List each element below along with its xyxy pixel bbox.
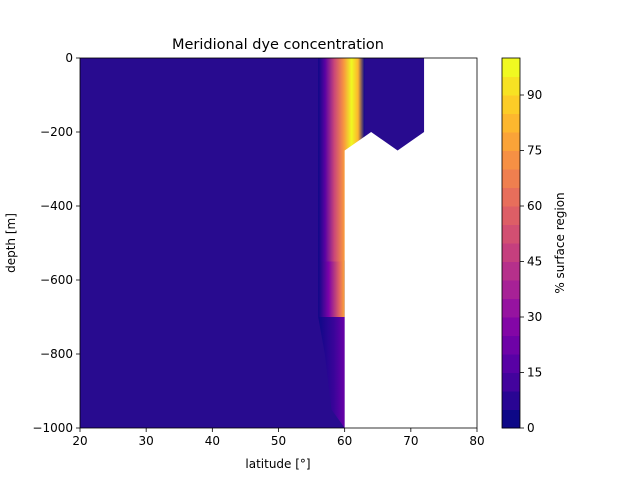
colorbar-level: [502, 58, 520, 77]
x-axis: 20 30 40 50 60 70 80: [72, 428, 485, 448]
dye-band-middle: [318, 261, 345, 317]
dye-band-deep: [318, 317, 345, 428]
y-tick-label: −200: [40, 125, 73, 139]
chart-title: Meridional dye concentration: [172, 37, 384, 53]
x-tick-label: 30: [139, 434, 154, 448]
x-tick-label: 20: [72, 434, 87, 448]
colorbar-level: [502, 206, 520, 225]
colorbar-tick-label: 15: [527, 366, 542, 380]
colorbar-tick-label: 0: [527, 421, 535, 435]
plot-area: [80, 58, 477, 428]
colorbar-label: % surface region: [553, 192, 567, 293]
colorbar-tick-label: 75: [527, 144, 542, 158]
colorbar-level: [502, 391, 520, 410]
colorbar-level: [502, 354, 520, 373]
colorbar-level: [502, 224, 520, 244]
colorbar-tick-label: 90: [527, 88, 542, 102]
colorbar-level: [502, 409, 520, 429]
colorbar-level: [502, 76, 520, 96]
colorbar-level: [502, 298, 520, 318]
land-mask: [344, 58, 477, 428]
colorbar-level: [502, 261, 520, 281]
x-tick-label: 60: [337, 434, 352, 448]
y-tick-label: −800: [40, 347, 73, 361]
y-axis: 0 −200 −400 −600 −800 −1000: [32, 51, 80, 435]
colorbar-tick-label: 30: [527, 310, 542, 324]
colorbar-level: [502, 335, 520, 355]
colorbar-level: [502, 243, 520, 262]
colorbar-tick-label: 45: [527, 255, 542, 269]
colorbar-level: [502, 95, 520, 114]
y-tick-label: 0: [65, 51, 73, 65]
x-axis-label: latitude [°]: [245, 457, 310, 471]
colorbar-level: [502, 113, 520, 133]
colorbar-level: [502, 132, 520, 151]
x-tick-label: 80: [469, 434, 484, 448]
colorbar-level: [502, 169, 520, 188]
colorbar: [501, 57, 521, 429]
x-tick-label: 40: [205, 434, 220, 448]
colorbar-level: [502, 150, 520, 170]
x-tick-label: 70: [403, 434, 418, 448]
colorbar-frame: [501, 57, 521, 429]
x-tick-label: 50: [271, 434, 286, 448]
colorbar-tick-label: 60: [527, 199, 542, 213]
colorbar-level: [502, 317, 520, 336]
y-tick-label: −600: [40, 273, 73, 287]
y-axis-label: depth [m]: [4, 213, 18, 273]
colorbar-level: [502, 280, 520, 299]
colorbar-level: [502, 372, 520, 392]
colorbar-level: [502, 187, 520, 207]
colorbar-axis: 0 15 30 45 60 75 90: [520, 88, 542, 435]
y-tick-label: −400: [40, 199, 73, 213]
y-tick-label: −1000: [32, 421, 73, 435]
north-pool: [364, 58, 425, 132]
